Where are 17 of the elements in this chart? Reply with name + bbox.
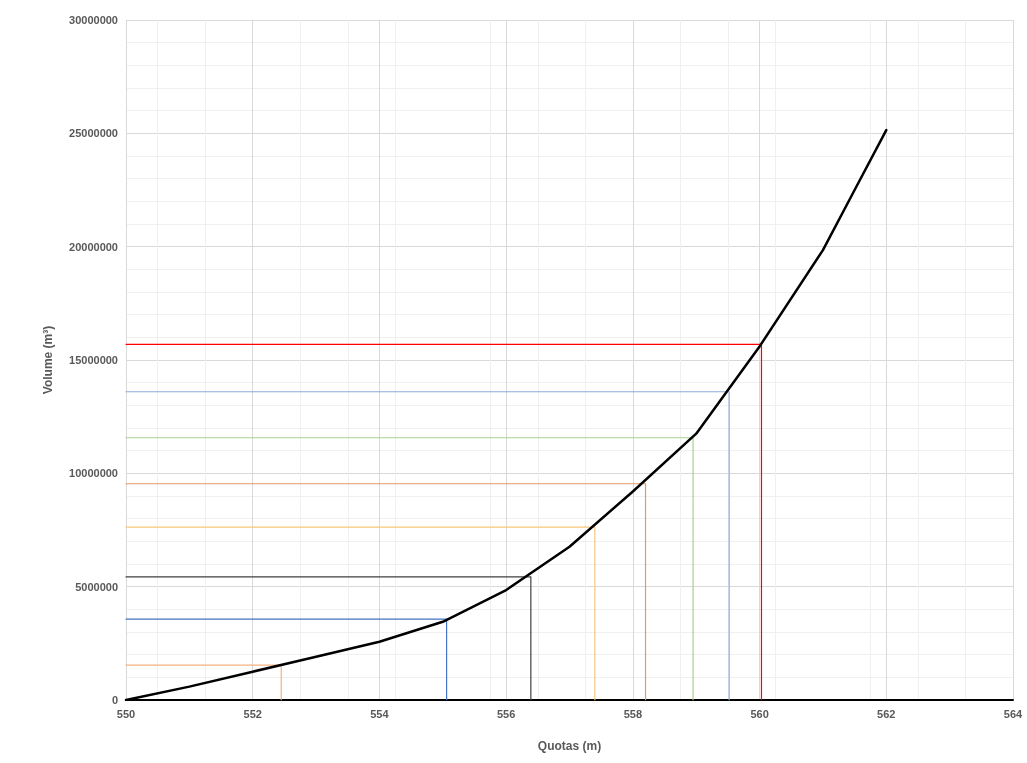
y-axis-title: Volume (m³) [41, 325, 55, 395]
x-axis-title: Quotas (m) [537, 739, 602, 753]
x-tick-label: 554 [370, 707, 390, 720]
y-tick-label: 30000000 [69, 14, 118, 26]
y-tick-label: 20000000 [69, 240, 118, 253]
x-tick-label: 558 [623, 707, 643, 720]
y-tick-label: 0 [111, 694, 118, 706]
x-tick-label: 560 [750, 707, 769, 720]
y-tick-label: 25000000 [69, 127, 118, 140]
x-tick-label: 556 [496, 707, 516, 720]
x-tick-label: 562 [877, 707, 896, 720]
y-tick-label: 10000000 [69, 467, 118, 480]
x-tick-label: 550 [116, 707, 136, 720]
y-tick-label: 15000000 [69, 354, 118, 366]
x-tick-label: 564 [1003, 707, 1024, 720]
y-tick-label: 5000000 [75, 580, 118, 593]
x-tick-label: 552 [243, 707, 262, 720]
